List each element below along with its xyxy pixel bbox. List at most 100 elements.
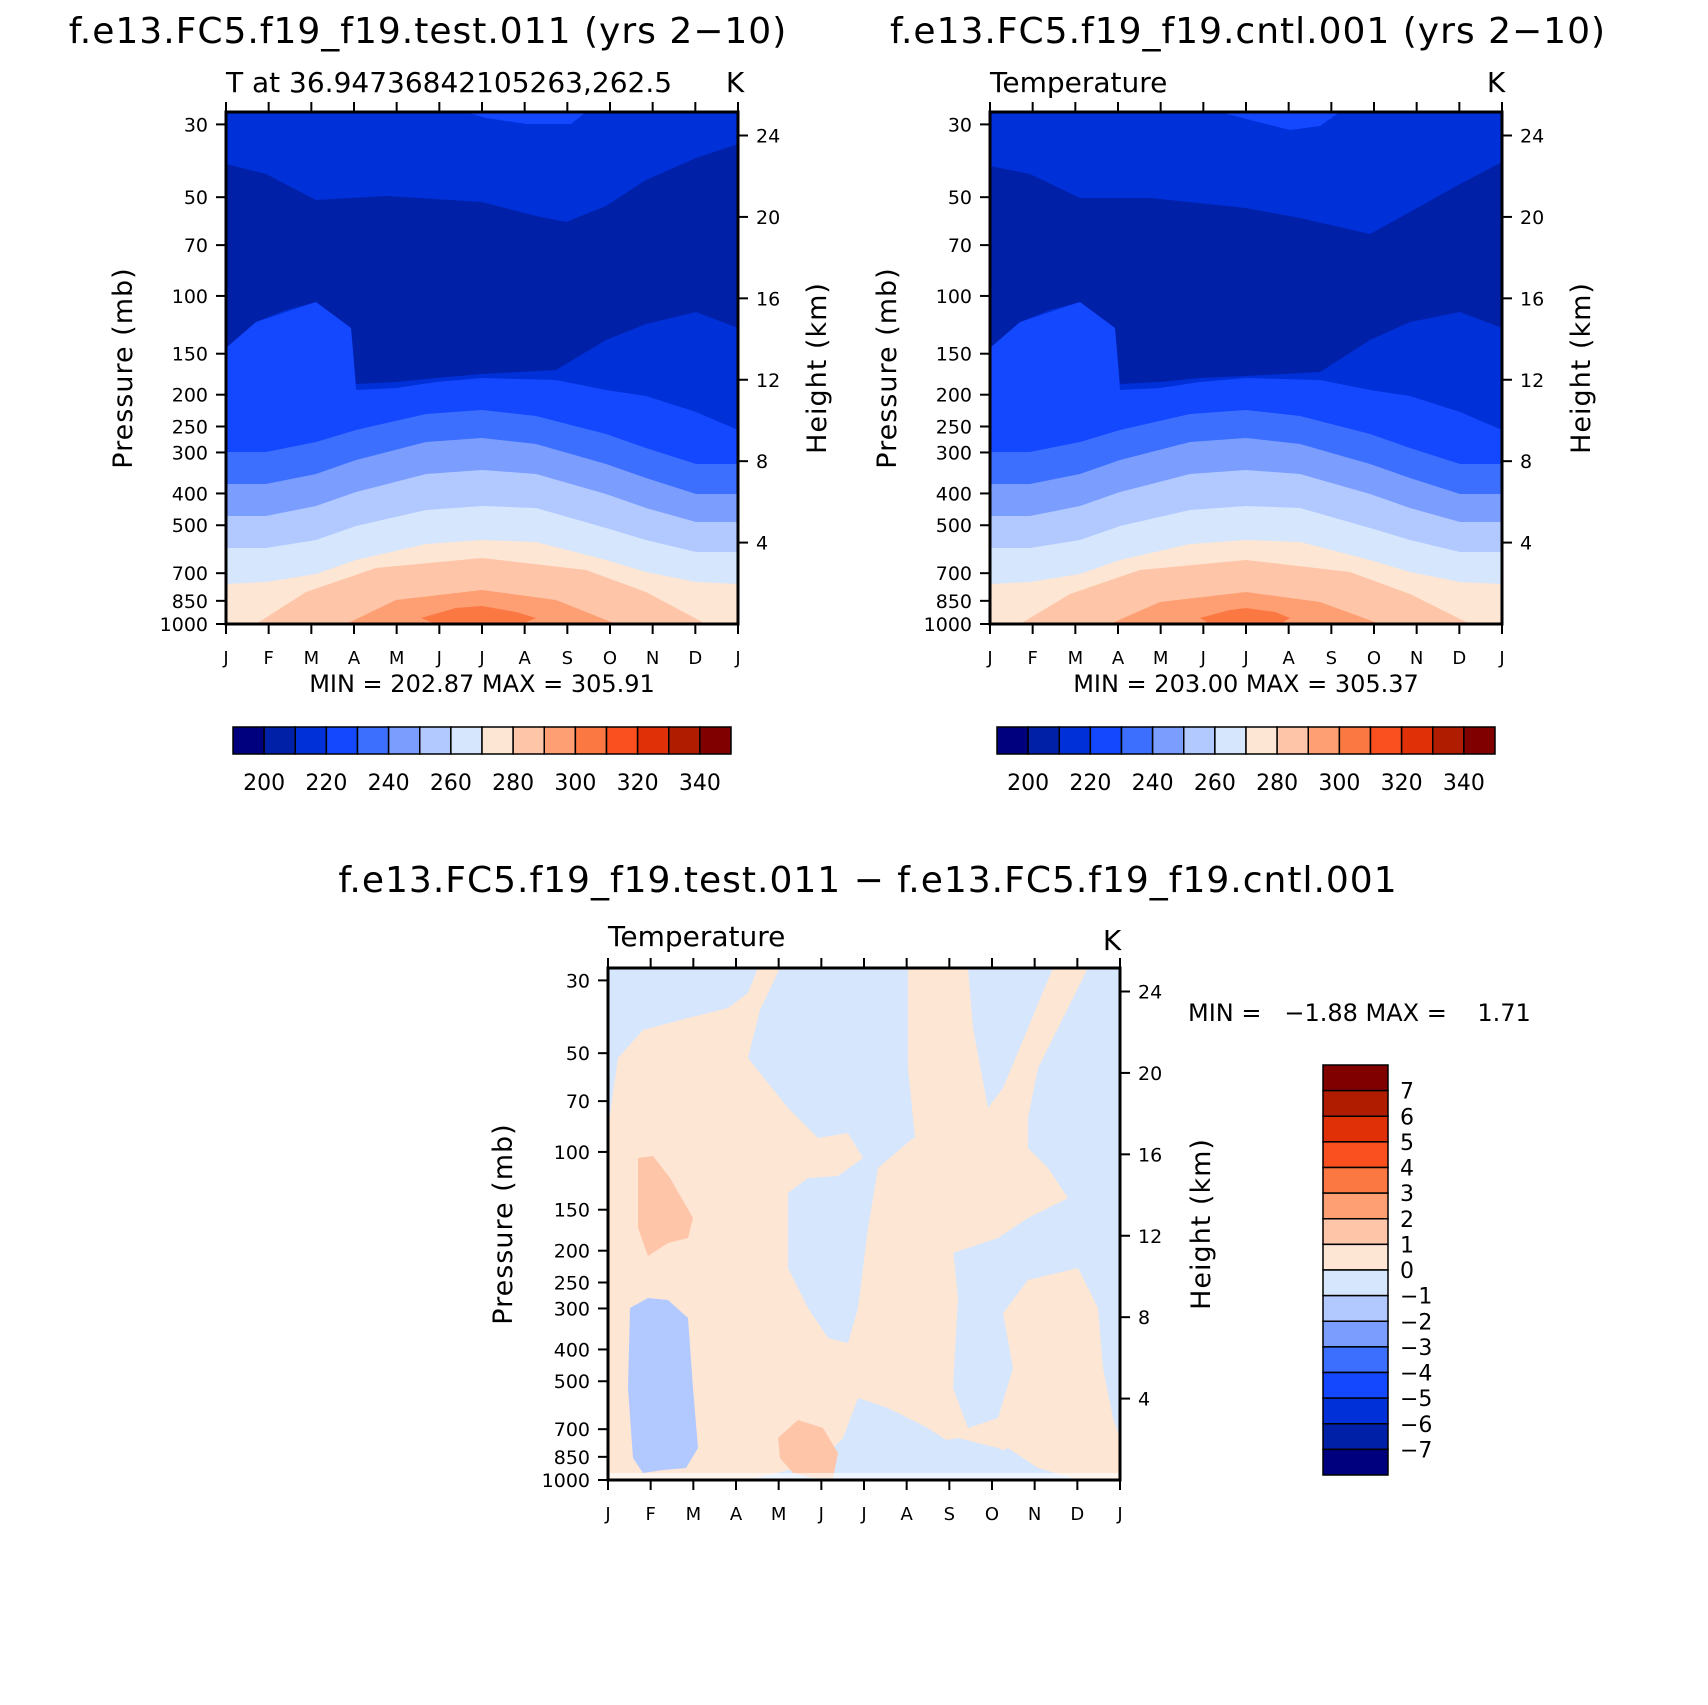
x-tick-label-diff: F	[645, 1504, 655, 1525]
colorbar-label: 220	[1069, 771, 1111, 796]
y-tick-label-pressure-test: 850	[172, 591, 208, 613]
x-tick-label-diff: J	[1116, 1504, 1122, 1525]
colorbar-label: 240	[368, 771, 410, 796]
colorbar-label: 300	[1318, 771, 1360, 796]
y-tick-label-pressure-cntl: 300	[936, 442, 972, 464]
colorbar-label: −1	[1400, 1285, 1432, 1310]
colorbar-label: −4	[1400, 1362, 1432, 1387]
colorbar-swatch	[1322, 1320, 1389, 1348]
x-tick-label-cntl: M	[1068, 648, 1084, 669]
x-tick-label-cntl: O	[1367, 648, 1381, 669]
y-tick-label-height-test: 4	[756, 533, 768, 555]
axes-diff: J F M A M J J A S O N D J 30 50 70 100 150 200 250 300 400 500…	[542, 958, 1162, 1525]
min-max-cntl: MIN = 203.00 MAX = 305.37	[1073, 670, 1419, 698]
colorbar-swatch	[387, 726, 421, 755]
y-tick-label-pressure-cntl: 400	[936, 483, 972, 505]
y-tick-label-pressure-cntl: 1000	[924, 614, 972, 636]
colorbar-label: 320	[1381, 771, 1423, 796]
colorbar-label: 7	[1400, 1080, 1414, 1105]
colorbar-swatch	[1322, 1448, 1389, 1476]
colorbar-swatch	[1322, 1141, 1389, 1169]
colorbar-swatch	[1245, 726, 1278, 755]
units-label-test: K	[726, 66, 745, 99]
colorbar-swatch	[996, 726, 1029, 755]
x-tick-label-cntl: A	[1283, 648, 1296, 669]
min-max-diff: MIN = −1.88 MAX = 1.71	[1188, 999, 1531, 1027]
x-tick-label-test: A	[348, 648, 361, 669]
y-tick-label-height-test: 8	[756, 451, 768, 473]
colorbar-swatch	[1322, 1089, 1389, 1117]
units-label-diff: K	[1103, 924, 1122, 957]
colorbar-label: 200	[243, 771, 285, 796]
panel-title-cntl: f.e13.FC5.f19_f19.cntl.001 (yrs 2−10)	[890, 11, 1606, 52]
band-290-300	[1110, 592, 1380, 624]
band-minus2-minus1	[628, 1298, 698, 1473]
y-tick-label-pressure-diff: 850	[554, 1447, 590, 1469]
colorbar-swatch	[1369, 726, 1403, 755]
x-tick-label-test: S	[562, 648, 573, 669]
colorbar-swatch	[325, 726, 359, 755]
colorbar-label: 240	[1132, 771, 1174, 796]
colorbar-label: 220	[305, 771, 347, 796]
y-tick-label-pressure-diff: 250	[554, 1272, 590, 1294]
x-tick-label-diff: N	[1028, 1504, 1041, 1525]
colorbar-label: 2	[1400, 1208, 1414, 1233]
x-tick-label-test: M	[389, 648, 405, 669]
y-tick-label-height-test: 24	[756, 126, 780, 148]
y-tick-label-pressure-test: 200	[172, 385, 208, 407]
y-tick-label-pressure-test: 150	[172, 344, 208, 366]
x-tick-label-test: O	[603, 648, 617, 669]
colorbar-swatch	[1432, 726, 1465, 755]
y-tick-label-pressure-test: 50	[184, 187, 208, 209]
y-tick-label-pressure-test: 1000	[160, 614, 208, 636]
y-tick-label-pressure-diff: 300	[554, 1298, 590, 1320]
x-tick-label-test: N	[646, 648, 659, 669]
y-tick-label-pressure-diff: 500	[554, 1371, 590, 1393]
y-tick-label-pressure-cntl: 250	[936, 416, 972, 438]
colorbar-swatch	[1322, 1192, 1389, 1220]
x-tick-label-test: J	[436, 648, 442, 669]
band-300-310	[1200, 608, 1290, 624]
y-tick-label-pressure-cntl: 500	[936, 515, 972, 537]
colorbar-swatch	[1322, 1346, 1389, 1374]
y-tick-label-height-test: 12	[756, 370, 780, 392]
colorbar-label: 340	[1443, 771, 1485, 796]
y-tick-label-height-diff: 8	[1138, 1307, 1150, 1329]
x-tick-label-cntl: S	[1326, 648, 1337, 669]
colorbar-label: −2	[1400, 1310, 1432, 1335]
axes-test: J F M A M J J A S O N D J 30 50 70 100 150 200 250 300 400 500…	[160, 102, 780, 669]
y-tick-label-height-test: 16	[756, 288, 780, 310]
y-tick-label-pressure-cntl: 50	[948, 187, 972, 209]
colorbar-label: 340	[679, 771, 721, 796]
band-200-210	[226, 144, 738, 384]
y-tick-label-pressure-test: 400	[172, 483, 208, 505]
colorbar-swatch	[1322, 1243, 1389, 1271]
colorbar-swatch	[1322, 1115, 1389, 1143]
colorbar-swatch	[1183, 726, 1216, 755]
colorbar-swatch	[419, 726, 452, 755]
x-tick-label-test: A	[519, 648, 532, 669]
x-tick-label-cntl: M	[1153, 648, 1169, 669]
x-tick-label-diff: O	[985, 1504, 999, 1525]
y-tick-label-height-cntl: 20	[1520, 207, 1544, 229]
colorbar-label: −5	[1400, 1387, 1432, 1412]
colorbar-swatch	[636, 726, 670, 755]
x-tick-label-diff: A	[901, 1504, 914, 1525]
x-tick-label-test: F	[263, 648, 273, 669]
y-axis-label-pressure-test: Pressure (mb)	[108, 267, 139, 468]
x-tick-label-diff: M	[686, 1504, 702, 1525]
surface-strip	[608, 1473, 1120, 1480]
y-tick-label-pressure-test: 250	[172, 416, 208, 438]
colorbar-label: 1	[1400, 1233, 1414, 1258]
band-1-2-lower	[778, 1420, 838, 1478]
min-max-test: MIN = 202.87 MAX = 305.91	[309, 670, 655, 698]
band-300-310	[421, 606, 536, 624]
colorbar-label: 3	[1400, 1182, 1414, 1207]
y-tick-label-pressure-test: 30	[184, 114, 208, 136]
colorbar-label: 6	[1400, 1105, 1414, 1130]
colorbar-swatch	[1307, 726, 1341, 755]
colorbar-swatch	[263, 726, 296, 755]
colorbar-cntl: 200 220 240 260 280 300 320 340	[996, 726, 1496, 796]
colorbar-swatch	[1276, 726, 1309, 755]
